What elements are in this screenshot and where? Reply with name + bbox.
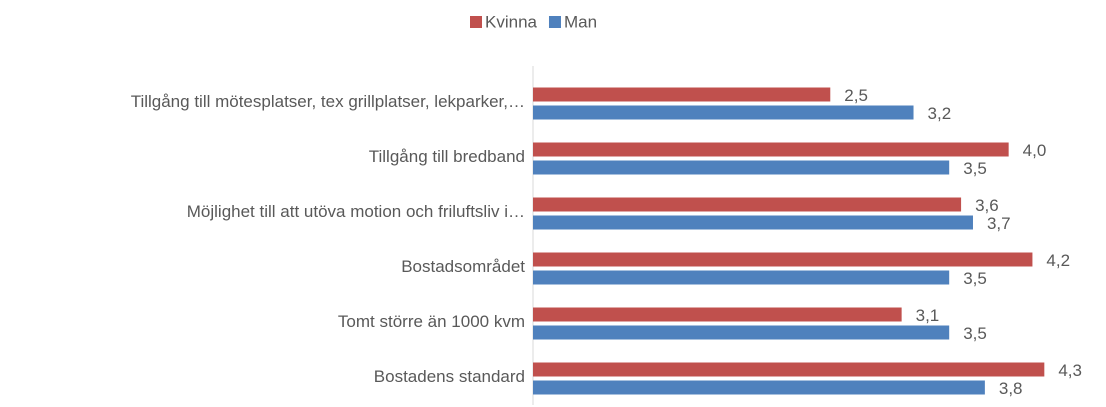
data-label: 4,0	[1023, 141, 1047, 160]
bar	[533, 252, 1033, 267]
data-label: 4,2	[1046, 251, 1070, 270]
data-label: 3,7	[987, 214, 1011, 233]
bar	[533, 142, 1009, 157]
bar	[533, 197, 962, 212]
bar	[533, 160, 950, 175]
bar	[533, 270, 950, 285]
data-label: 2,5	[844, 86, 868, 105]
bar	[533, 380, 985, 395]
y-tick-label: Tillgång till mötesplatser, tex grillpla…	[131, 92, 525, 111]
y-tick-label: Tomt större än 1000 kvm	[338, 312, 525, 331]
data-label: 3,2	[928, 104, 952, 123]
data-label: 3,6	[975, 196, 999, 215]
legend-swatch	[470, 16, 482, 28]
y-tick-label: Bostadsområdet	[401, 257, 525, 276]
bar	[533, 105, 914, 120]
legend-label: Kvinna	[485, 12, 538, 31]
y-tick-label: Möjlighet till att utöva motion och fril…	[187, 202, 525, 221]
legend-label: Man	[564, 12, 597, 31]
y-tick-label: Tillgång till bredband	[369, 147, 525, 166]
data-label: 3,5	[963, 324, 987, 343]
data-label: 3,5	[963, 159, 987, 178]
bar	[533, 87, 831, 102]
data-label: 3,1	[916, 306, 940, 325]
legend-swatch	[548, 16, 561, 28]
data-label: 4,3	[1058, 361, 1082, 380]
data-label: 3,5	[963, 269, 987, 288]
data-label: 3,8	[999, 379, 1023, 398]
bar	[533, 215, 973, 230]
y-tick-label: Bostadens standard	[374, 367, 525, 386]
bar	[533, 362, 1045, 377]
bar	[533, 307, 902, 322]
bar	[533, 325, 950, 340]
